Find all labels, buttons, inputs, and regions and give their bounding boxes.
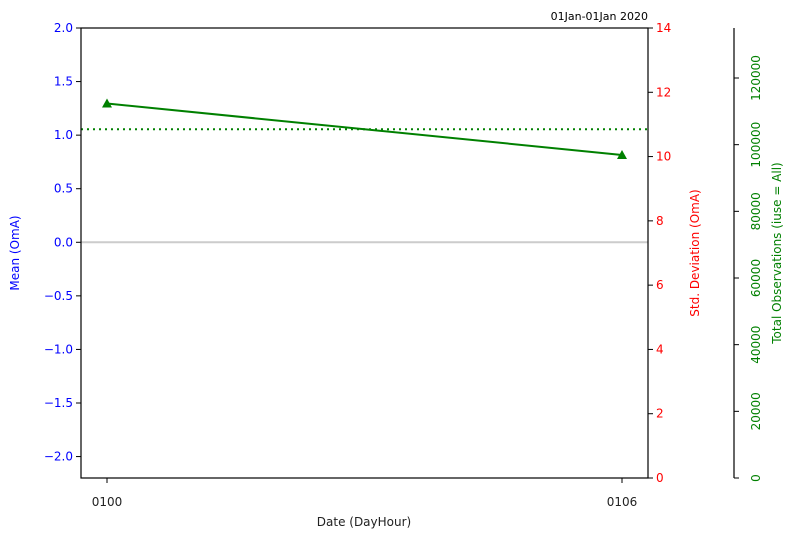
left-tick-label: −0.5 <box>44 289 73 303</box>
right-tick-label: 4 <box>656 342 664 356</box>
left-tick-label: −1.0 <box>44 342 73 356</box>
far-right-axis: 0 20000 40000 60000 80000 100000 120000 <box>733 28 763 482</box>
far-right-axis-label: Total Observations (iuse = All) <box>770 162 784 344</box>
far-right-tick-label: 100000 <box>749 122 763 168</box>
right-tick-label: 12 <box>656 85 671 99</box>
far-right-tick-label: 0 <box>749 474 763 482</box>
series-0-point-1 <box>617 149 627 159</box>
left-tick-label: −1.5 <box>44 396 73 410</box>
left-axis: −2.0 −1.5 −1.0 −0.5 0.0 0.5 1.0 1.5 2.0 <box>44 21 81 464</box>
far-right-tick-label: 80000 <box>749 192 763 230</box>
right-tick-label: 0 <box>656 471 664 485</box>
chart-title: 01Jan-01Jan 2020 <box>551 10 648 23</box>
x-axis-label: Date (DayHour) <box>317 515 411 529</box>
plot-frame <box>80 27 649 479</box>
left-tick-label: −2.0 <box>44 450 73 464</box>
right-tick-label: 2 <box>656 407 664 421</box>
far-right-tick-label: 120000 <box>749 55 763 101</box>
right-tick-label: 10 <box>656 150 671 164</box>
right-tick-label: 14 <box>656 21 671 35</box>
right-tick-label: 6 <box>656 278 664 292</box>
left-tick-label: 2.0 <box>54 21 73 35</box>
left-tick-label: 0.5 <box>54 182 73 196</box>
right-tick-label: 8 <box>656 214 664 228</box>
far-right-tick-label: 40000 <box>749 326 763 364</box>
series-0-point-0 <box>102 98 112 108</box>
far-right-tick-label: 20000 <box>749 392 763 430</box>
x-axis: 0100 0106 <box>92 478 638 509</box>
x-tick-label: 0106 <box>607 495 638 509</box>
plot-layer <box>81 98 648 244</box>
right-axis: 0 2 4 6 8 10 12 14 <box>648 21 671 485</box>
left-tick-label: 1.0 <box>54 128 73 142</box>
left-axis-label: Mean (OmA) <box>8 215 22 290</box>
far-right-tick-label: 60000 <box>749 259 763 297</box>
left-tick-label: 1.5 <box>54 75 73 89</box>
right-axis-label: Std. Deviation (OmA) <box>688 189 702 317</box>
x-tick-label: 0100 <box>92 495 123 509</box>
left-tick-label: 0.0 <box>54 235 73 249</box>
